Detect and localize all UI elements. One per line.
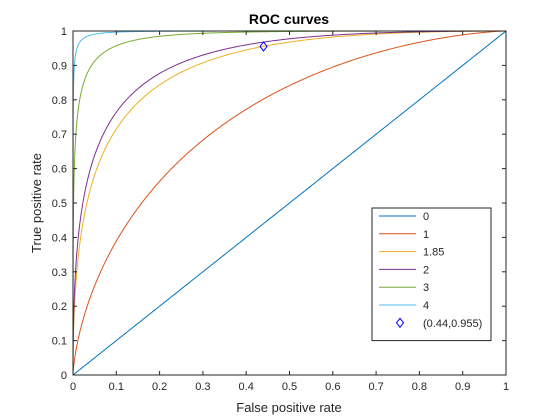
legend-label: 1 [423,229,429,241]
x-tick-label: 0.2 [152,381,167,393]
y-tick-label: 0.4 [52,232,67,244]
y-tick-label: 1 [61,26,67,38]
y-tick-label: 0.8 [52,95,67,107]
roc-curve-1-85 [72,30,506,375]
y-tick-label: 0.1 [52,336,67,348]
y-tick-label: 0.9 [52,60,67,72]
x-tick-label: 0.3 [195,381,210,393]
legend-label: 1.85 [423,247,444,259]
y-tick-label: 0.2 [52,301,67,313]
x-tick-label: 1 [503,381,509,393]
roc-curve-0 [72,30,507,376]
legend: 0 1 1.85 2 3 4 (0.44,0.955) [371,207,492,342]
x-tick-label: 0.1 [109,381,124,393]
x-tick-label: 0.9 [455,381,470,393]
roc-curve-2 [72,30,506,375]
roc-curve-1 [72,30,507,375]
axes-group: 0 0.1 0.2 0.3 0.4 0.5 0.6 0.7 0.8 0.9 1 0 0.1 0.2 0.3 0… [52,26,509,393]
y-axis-label: True positive rate [29,153,44,253]
y-tick-label: 0.5 [52,198,67,210]
chart-title: ROC curves [249,11,329,27]
x-tick-label: 0.5 [282,381,297,393]
legend-marker-label: (0.44,0.955) [423,318,482,330]
legend-label: 0 [423,211,429,223]
legend-label: 4 [423,300,429,312]
x-tick-label: 0.6 [325,381,340,393]
x-tick-label: 0.4 [239,381,254,393]
operating-point-marker [259,41,268,52]
legend-marker-swatch [395,317,405,329]
y-tick-label: 0.7 [52,129,67,141]
x-axis-label: False positive rate [236,400,342,415]
legend-label: 2 [423,264,429,276]
x-tick-label: 0.7 [368,381,383,393]
x-tick-label: 0.8 [412,381,427,393]
x-tick-label: 0 [70,381,76,393]
legend-label: 3 [423,282,429,294]
y-tick-label: 0.3 [52,267,67,279]
legend-box [371,207,492,342]
y-tick-label: 0 [61,370,67,382]
y-tick-label: 0.6 [52,164,67,176]
